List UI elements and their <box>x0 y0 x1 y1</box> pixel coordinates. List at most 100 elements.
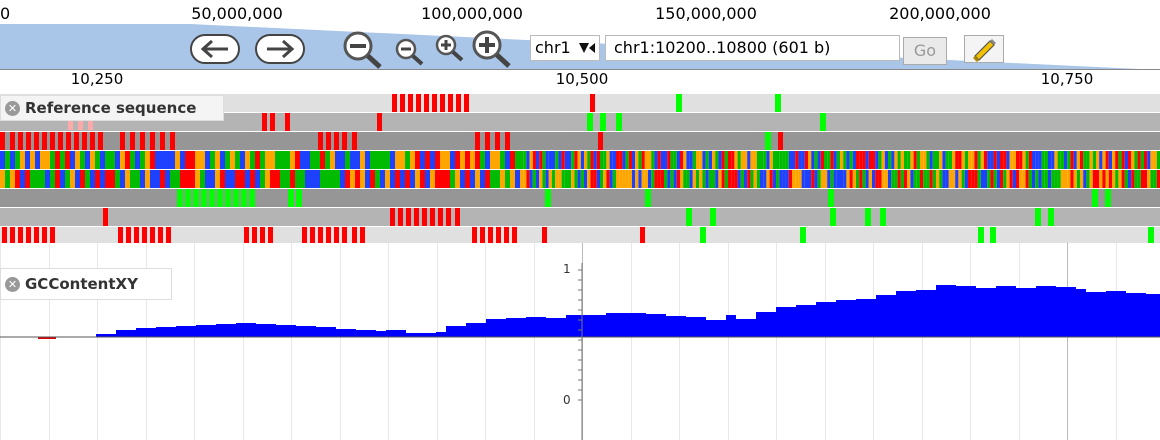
location-input[interactable]: chr1:10200..10800 (601 b) <box>605 35 900 61</box>
base-reverse <box>894 170 898 188</box>
base-forward <box>907 151 911 169</box>
base-reverse <box>862 170 866 188</box>
base-forward <box>648 151 652 169</box>
zoom-out-icon <box>343 31 382 69</box>
reference-sequence-label[interactable]: ✕ Reference sequence <box>0 95 224 121</box>
chromosome-select[interactable]: chr1 <box>530 35 600 61</box>
base-reverse <box>1131 170 1135 188</box>
base-forward <box>708 151 712 169</box>
base-forward <box>651 151 655 169</box>
base-reverse <box>993 170 997 188</box>
pan-right-button[interactable] <box>255 34 305 64</box>
base-forward <box>542 151 546 169</box>
base-reverse <box>190 170 195 188</box>
zoom-in-small-button[interactable] <box>433 33 465 63</box>
base-reverse <box>460 170 465 188</box>
close-icon[interactable]: ✕ <box>5 276 20 292</box>
base-reverse <box>20 170 25 188</box>
base-reverse <box>875 170 879 188</box>
base-reverse <box>1076 170 1080 188</box>
pan-left-button[interactable] <box>190 34 240 64</box>
base-forward <box>696 151 700 169</box>
base-forward <box>590 151 594 169</box>
detail-ruler[interactable]: 10,250 10,500 10,750 <box>0 69 1160 92</box>
reference-sequence-track[interactable] <box>0 93 1160 243</box>
base-forward <box>1099 151 1103 169</box>
base-reverse <box>300 170 305 188</box>
base-reverse <box>5 170 10 188</box>
base-reverse <box>1064 170 1068 188</box>
base-forward <box>70 151 75 169</box>
base-forward <box>686 151 690 169</box>
base-forward <box>856 151 860 169</box>
base-reverse <box>673 170 677 188</box>
base-reverse <box>571 170 575 188</box>
base-forward <box>115 151 120 169</box>
base-forward <box>145 151 150 169</box>
base-forward <box>932 151 936 169</box>
stop-codon-faded <box>78 113 83 130</box>
gc-bar <box>156 327 176 337</box>
base-reverse <box>1096 170 1100 188</box>
base-forward <box>310 151 315 169</box>
stop-codon <box>66 132 71 150</box>
gc-bar <box>936 285 956 337</box>
zoom-out-big-button[interactable] <box>340 30 384 70</box>
base-forward <box>135 151 140 169</box>
highlight-button[interactable] <box>964 35 1004 63</box>
base-forward <box>795 151 799 169</box>
zoom-in-icon <box>472 30 511 68</box>
base-forward <box>305 151 310 169</box>
base-forward <box>1121 151 1125 169</box>
base-reverse <box>884 170 888 188</box>
stop-codon <box>334 132 339 150</box>
grid-line <box>437 243 438 440</box>
base-reverse <box>390 170 395 188</box>
base-forward <box>240 151 245 169</box>
base-reverse <box>939 170 943 188</box>
base-forward <box>606 151 610 169</box>
base-reverse <box>230 170 235 188</box>
base-forward <box>390 151 395 169</box>
base-forward <box>603 151 607 169</box>
base-forward <box>285 151 290 169</box>
gc-bar <box>296 326 316 337</box>
base-reverse <box>135 170 140 188</box>
base-reverse <box>574 170 578 188</box>
start-codon <box>676 94 682 112</box>
gc-bar <box>446 326 466 337</box>
base-reverse <box>1000 170 1004 188</box>
base-forward <box>830 151 834 169</box>
base-forward <box>788 151 792 169</box>
stop-codon <box>512 227 517 243</box>
base-reverse <box>529 170 533 188</box>
base-forward <box>683 151 687 169</box>
gc-bar <box>526 317 546 337</box>
base-forward <box>952 151 956 169</box>
base-reverse <box>1054 170 1058 188</box>
base-forward <box>280 151 285 169</box>
gc-content-label[interactable]: ✕ GCContentXY <box>0 268 172 300</box>
gc-bar <box>646 314 666 337</box>
base-reverse <box>320 170 325 188</box>
base-reverse <box>350 170 355 188</box>
base-forward <box>180 151 185 169</box>
gc-bar <box>1086 292 1106 337</box>
zoom-out-small-button[interactable] <box>393 37 425 67</box>
base-reverse <box>824 170 828 188</box>
base-reverse <box>270 170 275 188</box>
base-reverse <box>1022 170 1026 188</box>
start-codon <box>296 189 302 207</box>
zoom-in-big-button[interactable] <box>469 29 513 69</box>
grid-line <box>970 243 971 440</box>
base-forward <box>1128 151 1132 169</box>
grid-line <box>0 243 1 440</box>
stop-codon <box>326 132 331 150</box>
grid-line <box>776 243 777 440</box>
go-button[interactable]: Go <box>903 37 947 65</box>
close-icon[interactable]: ✕ <box>5 100 20 116</box>
base-reverse <box>667 170 671 188</box>
gc-content-track[interactable] <box>0 245 1160 440</box>
stop-codon <box>318 132 323 150</box>
stop-codon <box>98 132 103 150</box>
